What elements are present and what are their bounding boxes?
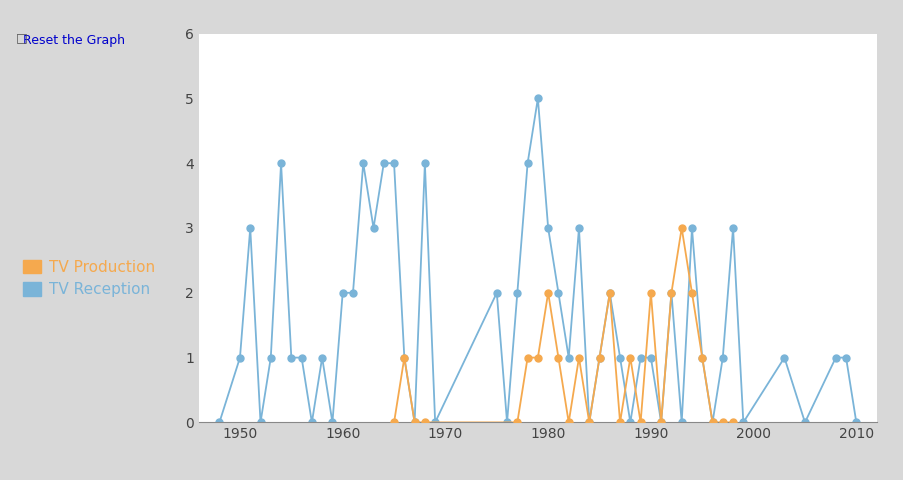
- Text: Reset the Graph: Reset the Graph: [23, 34, 125, 47]
- Legend: TV Production, TV Reception: TV Production, TV Reception: [16, 253, 161, 303]
- Text: □: □: [16, 31, 28, 44]
